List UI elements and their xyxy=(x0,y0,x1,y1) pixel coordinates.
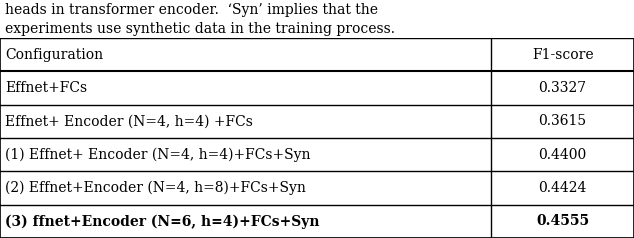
Text: (2) Effnet+Encoder (N=4, h=8)+FCs+Syn: (2) Effnet+Encoder (N=4, h=8)+FCs+Syn xyxy=(5,181,306,195)
Text: 0.4400: 0.4400 xyxy=(538,148,587,162)
Text: Configuration: Configuration xyxy=(5,48,103,62)
Text: heads in transformer encoder.  ‘Syn’ implies that the: heads in transformer encoder. ‘Syn’ impl… xyxy=(5,3,378,17)
Text: (1) Effnet+ Encoder (N=4, h=4)+FCs+Syn: (1) Effnet+ Encoder (N=4, h=4)+FCs+Syn xyxy=(5,148,311,162)
Text: 0.3327: 0.3327 xyxy=(539,81,586,95)
Text: Effnet+FCs: Effnet+FCs xyxy=(5,81,87,95)
Text: experiments use synthetic data in the training process.: experiments use synthetic data in the tr… xyxy=(5,22,395,36)
Text: 0.4555: 0.4555 xyxy=(536,214,589,228)
Text: F1-score: F1-score xyxy=(532,48,593,62)
Text: 0.3615: 0.3615 xyxy=(539,114,586,128)
Text: 0.4424: 0.4424 xyxy=(538,181,587,195)
Text: Effnet+ Encoder (N=4, h=4) +FCs: Effnet+ Encoder (N=4, h=4) +FCs xyxy=(5,114,253,128)
Text: (3) ffnet+Encoder (N=6, h=4)+FCs+Syn: (3) ffnet+Encoder (N=6, h=4)+FCs+Syn xyxy=(5,214,320,228)
